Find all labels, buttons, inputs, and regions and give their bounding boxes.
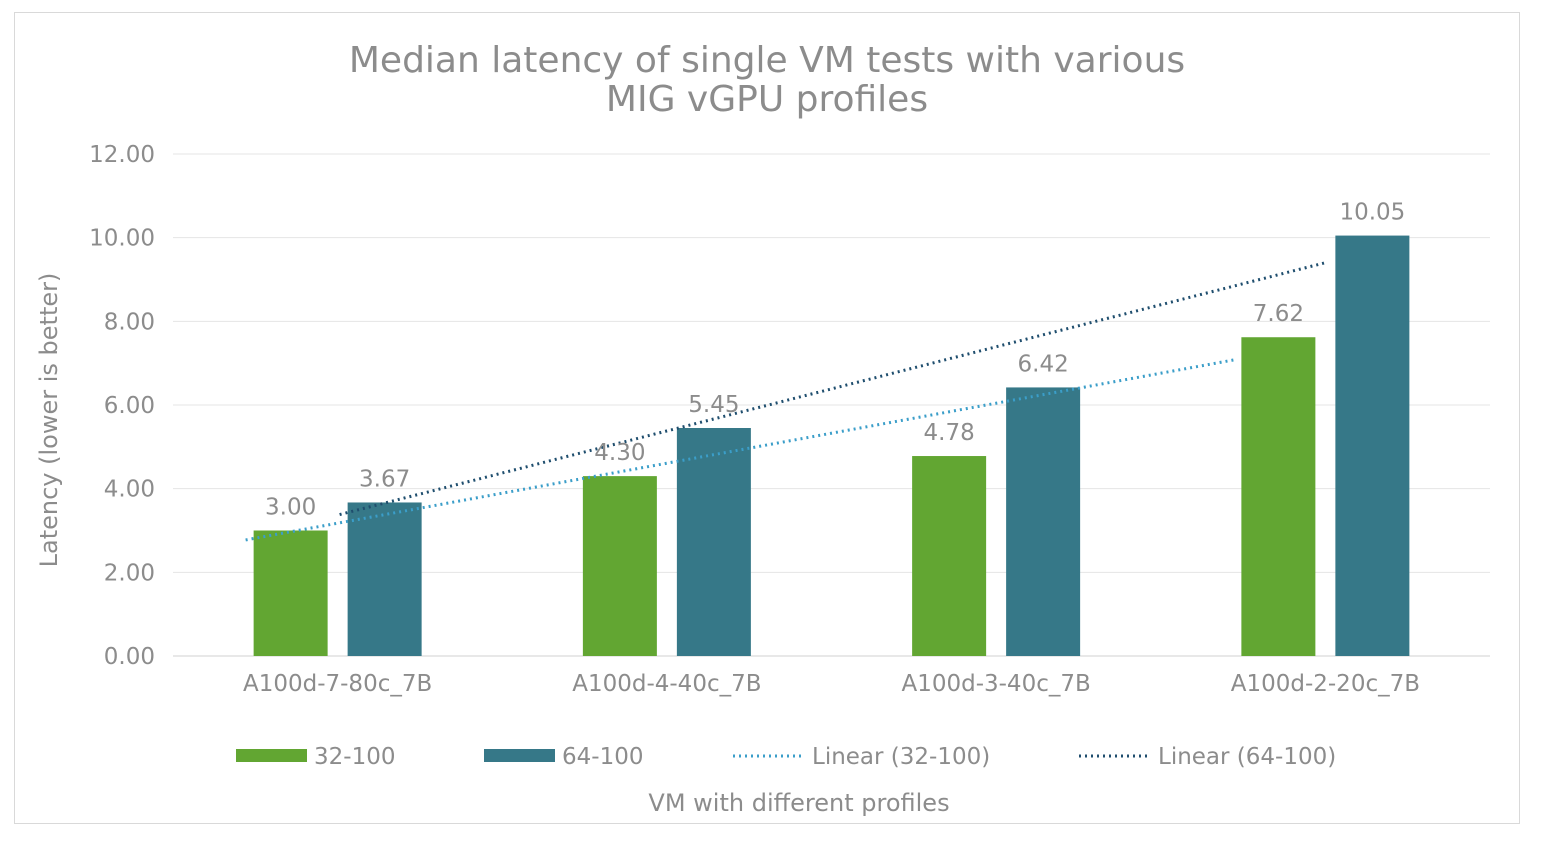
x-tick-label: A100d-3-40c_7B [901, 671, 1090, 697]
bar-64-100-A100d-4-40c_7B [676, 428, 751, 656]
data-label-32-100-A100d-7-80c_7B: 3.00 [265, 495, 316, 521]
legend-label-linear-64-100: Linear (64-100) [1158, 744, 1336, 770]
bar-64-100-A100d-2-20c_7B [1335, 235, 1410, 656]
x-tick-label: A100d-4-40c_7B [572, 671, 761, 697]
legend-label-linear-32-100: Linear (32-100) [812, 744, 990, 770]
data-label-32-100-A100d-3-40c_7B: 4.78 [924, 420, 975, 446]
bar-32-100-A100d-4-40c_7B [582, 476, 657, 656]
legend-label-64-100: 64-100 [562, 744, 643, 770]
y-tick-label: 10.00 [89, 226, 155, 252]
chart-title-line-1: Median latency of single VM tests with v… [349, 40, 1185, 81]
data-label-64-100-A100d-3-40c_7B: 6.42 [1018, 351, 1069, 377]
legend-swatch-64-100 [484, 749, 555, 762]
data-label-32-100-A100d-4-40c_7B: 4.30 [594, 440, 645, 466]
data-label-64-100-A100d-4-40c_7B: 5.45 [688, 392, 739, 418]
bar-32-100-A100d-3-40c_7B [912, 456, 987, 656]
data-labels: 3.00 3.67 4.30 5.45 4.78 6.42 7.62 10.05 [265, 200, 1405, 521]
legend: 32-100 64-100 Linear (32-100) Linear (64… [236, 744, 1336, 770]
bars [253, 235, 1410, 656]
chart-title-line-2: MIG vGPU profiles [606, 79, 928, 120]
x-tick-label: A100d-7-80c_7B [243, 671, 432, 697]
x-axis-title: VM with different profiles [648, 789, 949, 817]
trendlines [245, 260, 1328, 542]
data-label-64-100-A100d-2-20c_7B: 10.05 [1339, 200, 1405, 226]
bar-64-100-A100d-7-80c_7B [347, 502, 422, 656]
y-tick-label: 0.00 [104, 644, 155, 670]
y-axis-title: Latency (lower is better) [35, 273, 63, 568]
legend-swatch-32-100 [236, 749, 307, 762]
y-tick-label: 8.00 [104, 309, 155, 335]
y-tick-label: 2.00 [104, 560, 155, 586]
y-tick-label: 6.00 [104, 393, 155, 419]
y-tick-labels: 0.00 2.00 4.00 6.00 8.00 10.00 12.00 [89, 142, 155, 670]
x-tick-label: A100d-2-20c_7B [1231, 671, 1420, 697]
bar-32-100-A100d-2-20c_7B [1241, 337, 1316, 656]
bar-32-100-A100d-7-80c_7B [253, 530, 328, 656]
bar-64-100-A100d-3-40c_7B [1006, 387, 1081, 656]
data-label-32-100-A100d-2-20c_7B: 7.62 [1253, 301, 1304, 327]
trendline-64-100 [339, 260, 1328, 517]
y-tick-label: 12.00 [89, 142, 155, 168]
x-tick-labels: A100d-7-80c_7B A100d-4-40c_7B A100d-3-40c_… [243, 671, 1420, 697]
legend-label-32-100: 32-100 [314, 744, 395, 770]
y-tick-label: 4.00 [104, 477, 155, 503]
data-label-64-100-A100d-7-80c_7B: 3.67 [359, 466, 410, 492]
